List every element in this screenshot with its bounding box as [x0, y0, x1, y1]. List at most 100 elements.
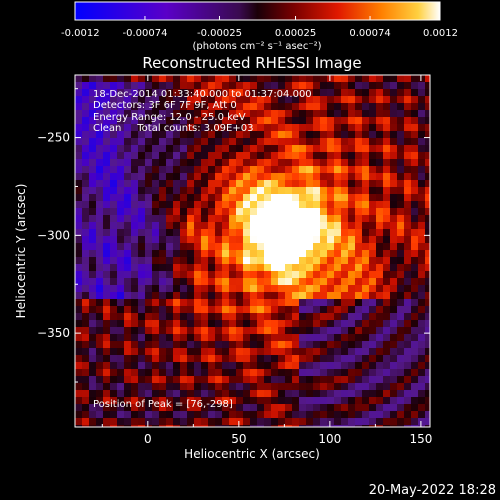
heatmap-cell	[411, 404, 418, 411]
heatmap-cell	[334, 173, 341, 180]
heatmap-cell	[271, 138, 278, 145]
heatmap-cell	[180, 334, 187, 341]
heatmap-cell	[292, 404, 299, 411]
heatmap-cell	[285, 201, 292, 208]
heatmap-cell	[327, 194, 334, 201]
heatmap-cell	[208, 313, 215, 320]
heatmap-cell	[369, 327, 376, 334]
heatmap-cell	[236, 82, 243, 89]
heatmap-cell	[180, 236, 187, 243]
heatmap-cell	[292, 159, 299, 166]
heatmap-cell	[299, 369, 306, 376]
heatmap-cell	[425, 103, 430, 110]
heatmap-cell	[131, 278, 138, 285]
heatmap-cell	[229, 313, 236, 320]
heatmap-cell	[159, 397, 166, 404]
heatmap-cell	[75, 82, 82, 89]
heatmap-cell	[194, 173, 201, 180]
heatmap-cell	[411, 117, 418, 124]
heatmap-cell	[306, 383, 313, 390]
heatmap-cell	[194, 194, 201, 201]
heatmap-cell	[425, 187, 430, 194]
heatmap-cell	[152, 404, 159, 411]
heatmap-cell	[257, 397, 264, 404]
heatmap-cell	[313, 341, 320, 348]
heatmap-cell	[166, 229, 173, 236]
heatmap-cell	[243, 236, 250, 243]
heatmap-cell	[145, 201, 152, 208]
heatmap-cell	[131, 124, 138, 131]
heatmap-cell	[152, 313, 159, 320]
heatmap-cell	[159, 103, 166, 110]
heatmap-cell	[187, 285, 194, 292]
heatmap-cell	[152, 243, 159, 250]
heatmap-cell	[201, 313, 208, 320]
heatmap-cell	[278, 383, 285, 390]
heatmap-cell	[124, 362, 131, 369]
heatmap-cell	[124, 264, 131, 271]
heatmap-cell	[313, 264, 320, 271]
heatmap-cell	[250, 362, 257, 369]
heatmap-cell	[103, 138, 110, 145]
heatmap-cell	[124, 250, 131, 257]
heatmap-cell	[215, 138, 222, 145]
heatmap-cell	[320, 411, 327, 418]
heatmap-cell	[362, 138, 369, 145]
heatmap-cell	[341, 159, 348, 166]
heatmap-cell	[152, 138, 159, 145]
heatmap-cell	[271, 208, 278, 215]
heatmap-cell	[243, 166, 250, 173]
heatmap-cell	[292, 390, 299, 397]
heatmap-cell	[117, 313, 124, 320]
heatmap-cell	[103, 306, 110, 313]
heatmap-cell	[334, 355, 341, 362]
heatmap-cell	[117, 341, 124, 348]
heatmap-cell	[383, 103, 390, 110]
heatmap-cell	[82, 201, 89, 208]
heatmap-cell	[334, 229, 341, 236]
heatmap-cell	[355, 180, 362, 187]
heatmap-cell	[348, 404, 355, 411]
heatmap-cell	[278, 222, 285, 229]
heatmap-cell	[271, 334, 278, 341]
heatmap-cell	[264, 397, 271, 404]
heatmap-cell	[117, 257, 124, 264]
heatmap-cell	[194, 341, 201, 348]
heatmap-cell	[229, 397, 236, 404]
heatmap-cell	[390, 229, 397, 236]
heatmap-cell	[229, 411, 236, 418]
heatmap-cell	[152, 341, 159, 348]
heatmap-cell	[341, 285, 348, 292]
heatmap-cell	[145, 320, 152, 327]
heatmap-cell	[201, 159, 208, 166]
heatmap-cell	[82, 229, 89, 236]
heatmap-cell	[376, 152, 383, 159]
heatmap-cell	[383, 313, 390, 320]
heatmap-cell	[110, 236, 117, 243]
heatmap-cell	[215, 110, 222, 117]
heatmap-cell	[96, 131, 103, 138]
heatmap-cell	[243, 376, 250, 383]
heatmap-cell	[397, 355, 404, 362]
heatmap-cell	[404, 250, 411, 257]
heatmap-cell	[397, 411, 404, 418]
heatmap-cell	[250, 208, 257, 215]
heatmap-cell	[334, 306, 341, 313]
heatmap-cell	[243, 306, 250, 313]
heatmap-cell	[257, 208, 264, 215]
heatmap-cell	[131, 194, 138, 201]
heatmap-cell	[124, 159, 131, 166]
heatmap-cell	[355, 173, 362, 180]
heatmap-cell	[96, 103, 103, 110]
heatmap-cell	[341, 110, 348, 117]
heatmap-cell	[82, 131, 89, 138]
colorbar-unit-label: (photons cm⁻² s⁻¹ asec⁻²)	[192, 41, 321, 52]
heatmap-cell	[397, 313, 404, 320]
heatmap-cell	[320, 75, 327, 82]
heatmap-cell	[278, 425, 285, 427]
heatmap-cell	[271, 369, 278, 376]
heatmap-cell	[334, 411, 341, 418]
heatmap-cell	[355, 201, 362, 208]
heatmap-cell	[173, 229, 180, 236]
heatmap-cell	[194, 201, 201, 208]
